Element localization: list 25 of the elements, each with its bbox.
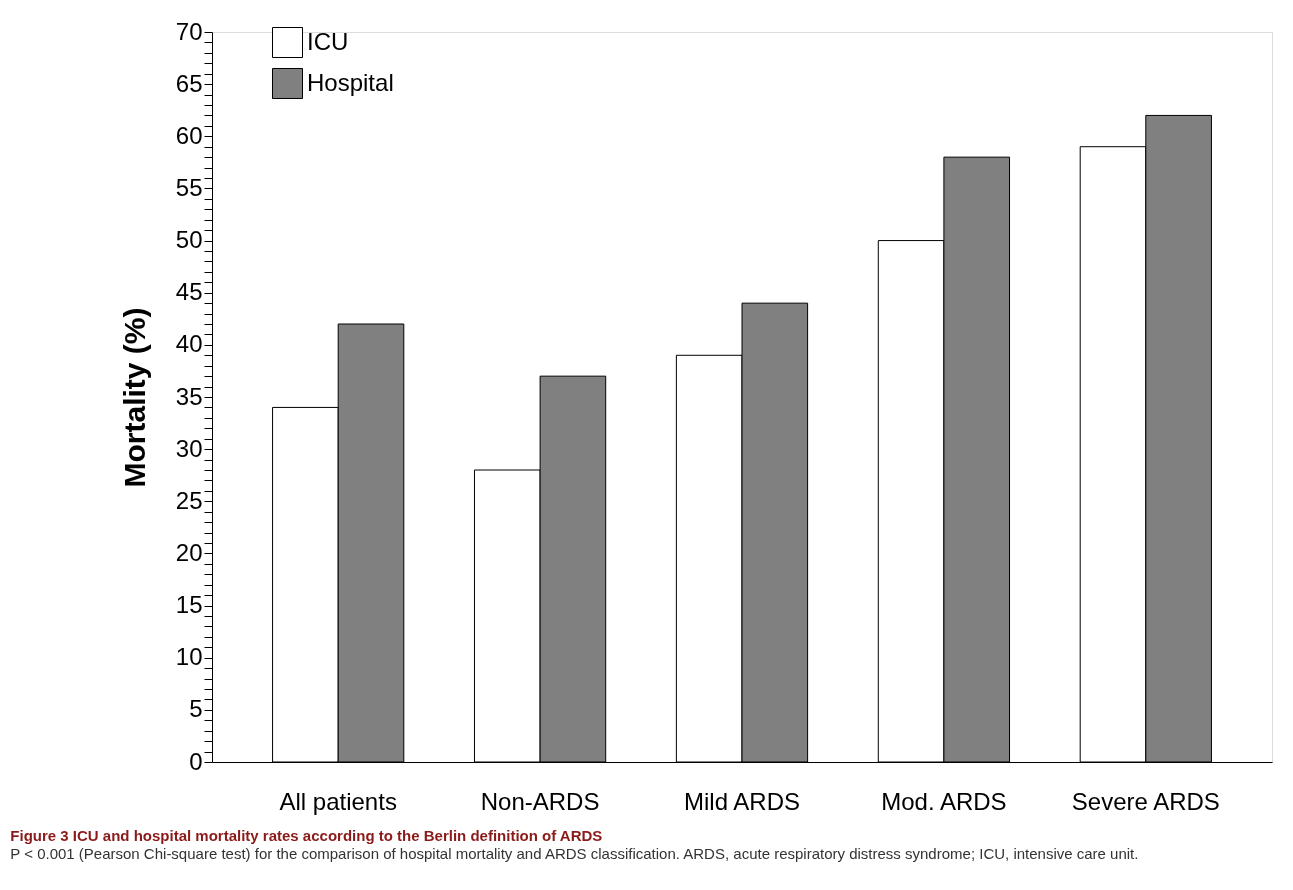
y-tick-label: 35 <box>175 382 203 410</box>
text: P < 0.001 (Pearson Chi-square test) for the comparison of hospital mortality and ARDS classification. ARDS, acute respiratory distress syndrome; ICU, intensive care unit. <box>10 845 1139 862</box>
x-tick-label: Non-ARDS <box>480 787 600 815</box>
y-tick-label: 20 <box>175 538 203 566</box>
y-tick-label: 60 <box>175 121 203 149</box>
y-tick-label: 65 <box>175 69 203 97</box>
y-tick-label: 40 <box>175 330 203 358</box>
x-tick-label: Mild ARDS <box>683 787 801 815</box>
legend-label: Hospital <box>307 68 394 96</box>
y-tick-label: 25 <box>175 486 203 514</box>
y-tick-label: 5 <box>189 695 203 723</box>
legend-label: ICU <box>307 27 349 55</box>
y-tick-label: 0 <box>189 747 203 775</box>
x-tick-label: Severe ARDS <box>1071 787 1220 815</box>
y-tick-label: 55 <box>175 173 203 201</box>
y-tick-label: 10 <box>175 643 203 671</box>
x-tick-label: All patients <box>279 787 397 815</box>
y-tick-label: 50 <box>175 226 203 254</box>
y-tick-label: 15 <box>175 591 203 619</box>
text: Figure 3 ICU and hospital mortality rates according to the Berlin definition of ARDS <box>10 827 603 844</box>
y-tick-label: 70 <box>175 17 203 45</box>
y-axis-title: Mortality (%) <box>117 307 151 488</box>
y-tick-label: 45 <box>175 278 203 306</box>
x-tick-label: Mod. ARDS <box>881 787 1007 815</box>
y-tick-label: 30 <box>175 434 203 462</box>
